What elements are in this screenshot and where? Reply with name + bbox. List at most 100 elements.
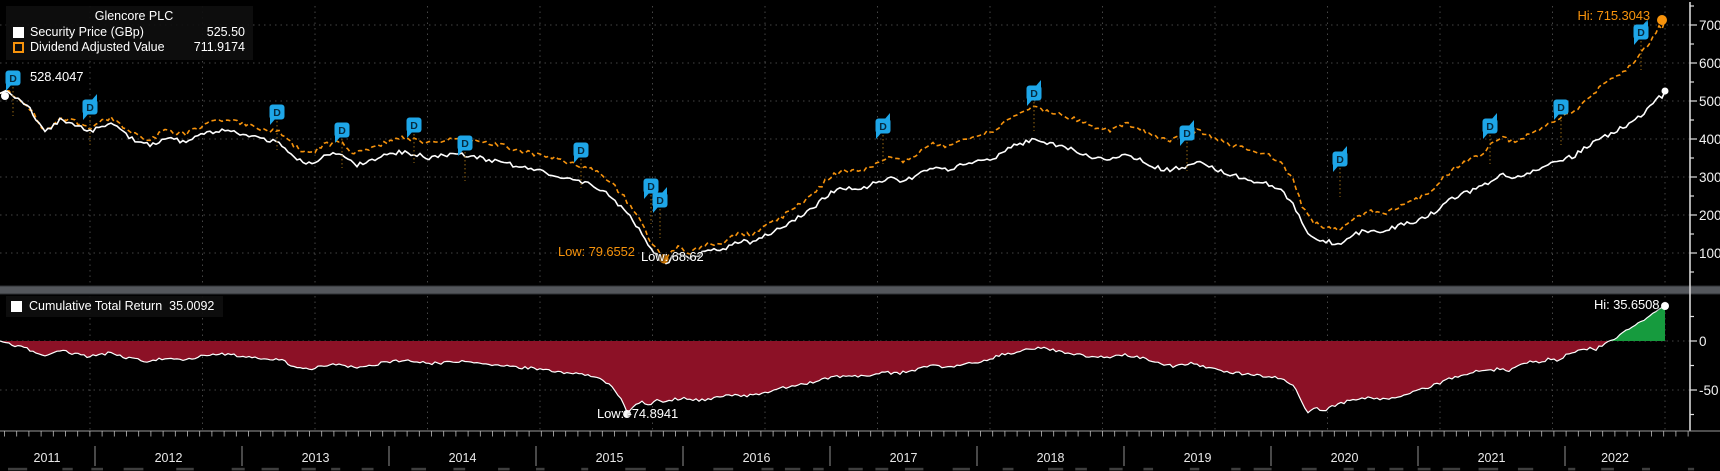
adjusted-high-annotation: Hi: 715.3043 xyxy=(1577,8,1650,23)
x-axis-year-strip[interactable]: 2011 2012 2013 2014 2015 2016 2017 2018 2019 2020… xyxy=(34,446,1629,466)
cumulative-return-line xyxy=(0,305,1666,414)
security-title: Glencore PLC xyxy=(94,9,174,23)
y-axis-label: 400 xyxy=(1699,132,1720,147)
y-axis-label: 500 xyxy=(1699,94,1720,109)
dividend-marker[interactable]: D xyxy=(1553,99,1569,146)
marker-tail-icon xyxy=(644,192,650,199)
dividend-marker[interactable]: D xyxy=(269,104,285,151)
x-axis-year-label: 2016 xyxy=(743,451,771,465)
x-axis-year-label: 2021 xyxy=(1478,451,1506,465)
marker-tail-icon xyxy=(335,136,341,143)
dividend-marker[interactable]: D xyxy=(1332,146,1348,197)
extreme-dots xyxy=(1,15,1669,418)
dividend-marker[interactable]: D xyxy=(573,142,589,189)
dividend-marker-box-icon xyxy=(1633,24,1649,40)
legend-row-security-price: Security Price (GBp) 525.50 xyxy=(13,25,245,40)
x-axis-year-label: 2015 xyxy=(596,451,624,465)
dividend-marker-letter: D xyxy=(86,102,94,114)
x-axis-year-label: 2012 xyxy=(155,451,183,465)
y-axis-label: 0 xyxy=(1699,334,1707,349)
dividend-marker-letter: D xyxy=(656,195,664,207)
return-high-annotation: Hi: 35.6508 xyxy=(1594,297,1660,312)
return-high-dot xyxy=(1661,302,1669,310)
dividend-marker-letter: D xyxy=(461,138,469,150)
marker-tail-icon xyxy=(876,132,882,139)
dividend-marker[interactable]: D xyxy=(334,122,350,169)
security-price-line xyxy=(0,89,1666,265)
marker-tail-icon xyxy=(1027,99,1033,106)
marker-tail-icon xyxy=(1180,139,1186,146)
axes: 700 600 500 400 300 200 100 0 -50 xyxy=(0,2,1720,437)
dividend-marker[interactable]: D xyxy=(643,178,659,225)
white-square-swatch-icon xyxy=(11,300,22,312)
marker-plus-tail-icon xyxy=(1491,113,1497,120)
clipped-bottom-row xyxy=(8,467,1695,471)
dividend-marker-box-icon xyxy=(643,178,659,194)
marker-tail-icon xyxy=(6,84,12,91)
series-label: Security Price (GBp) xyxy=(30,25,144,39)
dividend-marker-box-icon xyxy=(652,192,668,208)
dividend-marker[interactable]: D xyxy=(875,113,891,164)
dividend-marker-box-icon xyxy=(573,142,589,158)
marker-tail-icon xyxy=(574,156,580,163)
x-axis-year-label: 2020 xyxy=(1331,451,1359,465)
series-value: 35.0092 xyxy=(169,299,215,313)
dividend-marker[interactable]: D xyxy=(652,187,668,238)
series-value: 525.50 xyxy=(206,25,245,39)
dividend-marker-letter: D xyxy=(9,73,17,85)
dividend-marker-letter: D xyxy=(1637,27,1645,39)
dividend-marker[interactable]: D xyxy=(406,117,422,164)
marker-plus-tail-icon xyxy=(661,187,667,194)
marker-tail-icon xyxy=(1554,113,1560,120)
dividend-marker-letter: D xyxy=(1030,88,1038,100)
panel-divider[interactable] xyxy=(0,285,1720,295)
start-value-annotation: 528.4047 xyxy=(30,69,84,84)
return-low-dot xyxy=(623,410,631,418)
return-low-annotation: Low: -74.8941 xyxy=(597,406,679,421)
legend-row-dividend-adjusted: Dividend Adjusted Value 711.9174 xyxy=(13,40,245,55)
marker-plus-tail-icon xyxy=(1188,120,1194,127)
y-axis-label: 700 xyxy=(1699,18,1720,33)
dividend-marker[interactable]: D xyxy=(1482,113,1498,164)
x-axis-year-label: 2014 xyxy=(449,451,477,465)
marker-tail-icon xyxy=(1333,165,1339,172)
dividend-marker-box-icon xyxy=(457,135,473,151)
marker-tail-icon xyxy=(1634,38,1640,45)
y-axis-label: 200 xyxy=(1699,208,1720,223)
price-legend: Glencore PLC Security Price (GBp) 525.50… xyxy=(6,6,253,60)
marker-tail-icon xyxy=(1483,132,1489,139)
y-axis-label: 100 xyxy=(1699,246,1720,261)
dividend-marker-box-icon xyxy=(875,118,891,134)
series-value: 711.9174 xyxy=(193,40,245,54)
dividend-marker[interactable]: D xyxy=(1179,120,1195,171)
y-axis-label: 300 xyxy=(1699,170,1720,185)
dividend-marker[interactable]: D xyxy=(1633,19,1649,70)
marker-tail-icon xyxy=(458,149,464,156)
dividend-marker[interactable]: D xyxy=(5,70,21,117)
marker-plus-tail-icon xyxy=(1642,19,1648,26)
adjusted-low-dot xyxy=(659,254,669,264)
series-label: Dividend Adjusted Value xyxy=(30,40,165,54)
dividend-marker-box-icon xyxy=(406,117,422,133)
x-axis-year-label: 2019 xyxy=(1184,451,1212,465)
dividend-marker-letter: D xyxy=(1486,121,1494,133)
dividend-marker[interactable]: D xyxy=(1026,80,1042,131)
dividend-marker-box-icon xyxy=(1179,125,1195,141)
marker-tail-icon xyxy=(270,118,276,125)
orange-dashed-square-swatch-icon xyxy=(13,42,24,53)
dividend-marker-letter: D xyxy=(1336,154,1344,166)
dividend-marker-letter: D xyxy=(1557,102,1565,114)
dividend-marker-box-icon xyxy=(82,99,98,115)
adjusted-low-annotation: Low: 79.6552 xyxy=(558,244,635,259)
marker-plus-tail-icon xyxy=(1035,80,1041,87)
y-axis-label: -50 xyxy=(1699,383,1719,398)
dividend-marker-letter: D xyxy=(647,181,655,193)
dividend-marker[interactable]: D xyxy=(82,94,98,145)
dividend-marker-letter: D xyxy=(879,121,887,133)
x-axis-year-label: 2022 xyxy=(1601,451,1629,465)
dividend-marker-letter: D xyxy=(1183,128,1191,140)
dividend-marker[interactable]: D xyxy=(457,135,473,182)
